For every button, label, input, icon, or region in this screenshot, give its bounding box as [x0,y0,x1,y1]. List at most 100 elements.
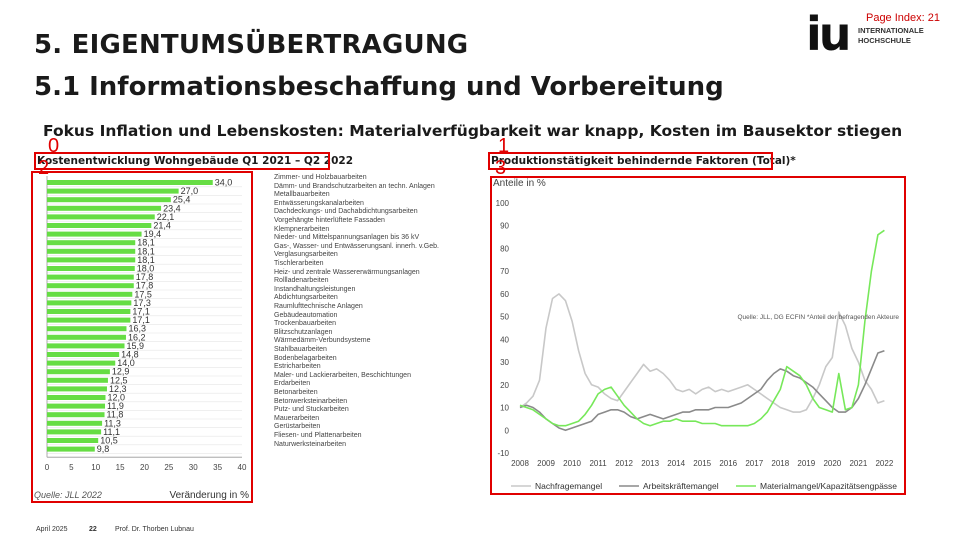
bar-value-label: 17,5 [134,289,152,299]
bar-category-label: Betonarbeiten [274,389,318,396]
bar [47,197,171,203]
bar-value-label: 12,5 [110,375,128,385]
bar [47,386,107,392]
line-x-tick-label: 2019 [797,459,815,468]
line-x-tick-label: 2020 [823,459,841,468]
bar-value-label: 17,1 [132,307,150,317]
logo-line-2: HOCHSCHULE [858,36,911,45]
line-x-tick-label: 2016 [719,459,737,468]
line-y-tick-label: 90 [500,222,509,231]
bar [47,334,126,340]
line-chart: Anteile in % -10 0 10 20 30 40 50 60 70 80 90 100 2… [493,178,899,491]
bar-value-label: 25,4 [173,195,191,205]
bar-category-label: Bodenbelagarbeiten [274,354,337,362]
logo-text: INTERNATIONALE HOCHSCHULE [858,26,924,46]
bar [47,188,179,194]
bar [47,429,102,435]
annotation-label-2: 2 [38,157,50,179]
bar-value-label: 15,9 [127,341,145,351]
bar-category-label: Raumlufttechnische Anlagen [274,303,363,310]
bar-x-tick-label: 5 [69,463,74,472]
bar-x-tick-label: 0 [45,463,50,472]
bar-category-label: Maler- und Lackierarbeiten, Beschichtung… [274,371,411,379]
line-y-tick-label: -10 [497,449,509,458]
bar-value-label: 14,0 [117,358,135,368]
annotation-label-0: 0 [48,135,60,157]
bar-value-label: 16,2 [128,332,146,342]
line-x-tick-label: 2018 [771,459,789,468]
bar-value-label: 12,9 [112,367,130,377]
footer-author: Prof. Dr. Thorben Lubnau [115,526,194,533]
bar [47,274,134,280]
line-series-0 [519,293,885,413]
bar-value-label: 11,3 [104,418,121,428]
bar-category-label: Metallbauarbeiten [274,191,330,199]
line-y-tick-label: 20 [500,381,509,390]
bar [47,231,142,237]
line-x-tick-label: 2014 [667,459,685,468]
bar [47,214,155,220]
bar-category-label: Verglasungsarbeiten [274,251,338,259]
bar [47,283,134,289]
bar [47,352,120,357]
bar-value-label: 9,8 [97,444,110,454]
line-x-tick-label: 2017 [745,459,763,468]
bar-value-label: 14,8 [121,350,139,360]
bar-value-label: 19,4 [144,229,162,239]
bar-category-label: Entwässerungskanalarbeiten [274,199,364,207]
bar-value-label: 18,1 [137,238,155,248]
line-x-tick-label: 2012 [615,459,633,468]
bar-chart-grid [46,176,242,458]
bar-value-label: 18,1 [137,246,155,256]
bar-chart-bars [47,180,213,452]
footer-date: April 2025 [36,526,68,533]
bar-value-label: 11,9 [107,401,124,411]
bar [47,300,132,306]
line-y-tick-label: 0 [505,426,510,435]
bar-chart-xlabel: Veränderung in % [169,490,249,501]
bar [47,223,152,228]
line-y-tick-label: 70 [500,267,509,276]
bar-category-label: Tischlerarbeiten [274,260,324,267]
annotation-box-0 [34,152,330,170]
bar-x-tick-label: 25 [164,463,173,472]
annotation-box-1 [488,152,773,170]
line-y-tick-label: 60 [500,290,509,299]
bar-x-tick-label: 10 [91,463,100,472]
bar-category-label: Gas-, Wasser- und Entwässerungsanl. inne… [274,242,439,250]
bar [47,291,133,297]
bar-category-label: Abdichtungsarbeiten [274,294,338,302]
bar-chart-title: Kostenentwicklung Wohngebäude Q1 2021 – … [37,155,354,167]
line-chart-series [519,229,885,432]
line-y-tick-label: 40 [500,335,509,344]
bar-category-label: Mauerarbeiten [274,414,320,422]
bar [47,343,125,349]
line-series-2 [519,229,885,427]
bar-category-label: Klempnerarbeiten [274,225,330,233]
bar [47,317,131,323]
annotation-label-3: 3 [495,157,507,179]
bar-chart-category-list: Zimmer- und Holzbauarbeiten Dämm- und Bra… [274,174,474,474]
bar-x-tick-label: 20 [140,463,149,472]
bar [47,360,116,366]
bar-category-label: Stahlbauarbeiten [274,346,327,353]
bar [47,403,106,409]
bar-category-label: Rollladenarbeiten [274,277,329,285]
line-x-tick-label: 2010 [563,459,581,468]
bar-category-label: Fliesen- und Plattenarbeiten [274,432,362,439]
bar-category-label: Heiz- und zentrale Wassererwärmungsanlag… [274,268,420,276]
bar [47,248,136,254]
bar [47,180,213,185]
bar [47,266,135,271]
bar-value-label: 22,1 [157,212,175,222]
line-chart-source: Quelle: JLL, DG ECFIN *Anteil der befrag… [737,314,899,321]
line-chart-ylabel: Anteile in % [493,178,546,189]
line-chart-legend: Nachfragemangel Arbeitskräftemangel Mate… [511,481,897,491]
bar-value-label: 17,8 [136,272,154,282]
bar-value-label: 16,3 [128,324,146,334]
bar-value-label: 23,4 [163,203,181,213]
bar-x-tick-label: 15 [116,463,125,472]
bar [47,377,108,383]
bar-category-label: Blitzschutzanlagen [274,328,333,336]
bar-value-label: 27,0 [181,186,199,196]
